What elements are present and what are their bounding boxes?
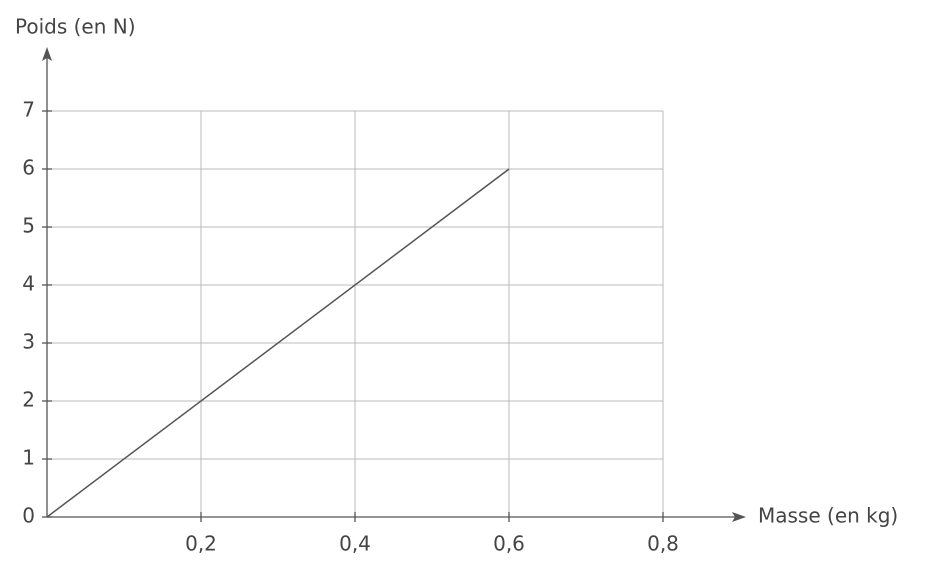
y-tick-label: 1	[22, 446, 35, 470]
data-line	[46, 168, 510, 518]
y-tick-label: 0	[22, 504, 35, 528]
y-axis-arrow	[42, 47, 52, 61]
y-tick-label: 6	[22, 156, 35, 180]
y-tick-label: 5	[22, 214, 35, 238]
x-tick-label: 0,4	[339, 532, 371, 556]
x-tick-label: 0,6	[493, 532, 525, 556]
y-tick-label: 7	[22, 98, 35, 122]
y-tick-label: 2	[22, 388, 35, 412]
y-tick-label: 4	[22, 272, 35, 296]
x-tick-label: 0,2	[185, 532, 217, 556]
x-axis-title: Masse (en kg)	[758, 504, 898, 528]
x-axis-arrow	[732, 512, 746, 522]
x-tick-label: 0,8	[647, 532, 679, 556]
y-axis-title: Poids (en N)	[15, 15, 136, 39]
y-tick-label: 3	[22, 330, 35, 354]
